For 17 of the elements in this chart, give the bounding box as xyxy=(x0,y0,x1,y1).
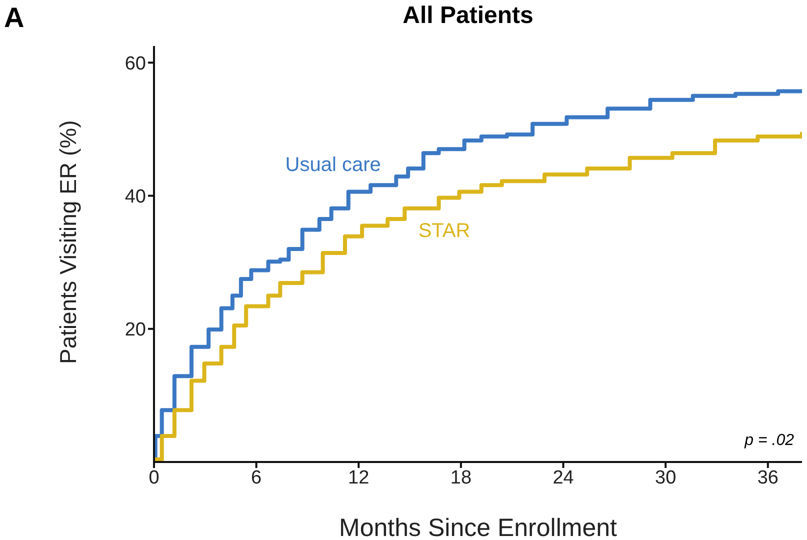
x-tick-label: 12 xyxy=(348,467,370,488)
x-axis-title: Months Since Enrollment xyxy=(339,514,618,540)
x-tick-label: 6 xyxy=(251,467,262,488)
y-tick-label: 40 xyxy=(124,186,146,208)
y-tick-label: 60 xyxy=(124,53,146,74)
chart-title: All Patients xyxy=(402,2,534,30)
series-label: STAR xyxy=(418,220,470,244)
x-tick-label: 36 xyxy=(757,467,778,488)
text: A xyxy=(4,2,24,34)
x-tick-label: 30 xyxy=(655,467,676,488)
series-label: Usual care xyxy=(285,154,381,177)
x-tick-label: 0 xyxy=(148,467,160,488)
x-tick-label: 24 xyxy=(552,467,574,488)
y-tick-label: 20 xyxy=(124,320,146,341)
x-tick-label: 18 xyxy=(450,467,472,488)
annotation: p = .02 xyxy=(744,432,794,450)
y-axis-title: Patients Visiting ER (%) xyxy=(55,120,82,364)
